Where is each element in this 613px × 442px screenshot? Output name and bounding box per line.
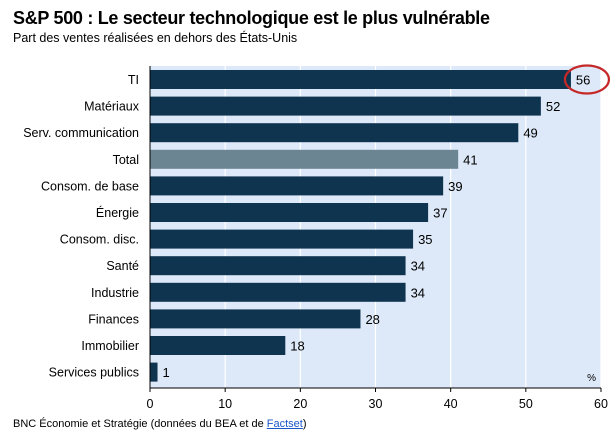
value-label: 52 [546, 99, 560, 114]
value-label: 34 [411, 285, 425, 300]
value-label: 49 [523, 126, 537, 141]
value-label: 39 [448, 179, 462, 194]
bar [150, 149, 459, 169]
value-label: 56 [576, 73, 590, 88]
category-label: Santé [106, 259, 139, 273]
bar [150, 282, 406, 302]
category-label: Énergie [96, 205, 139, 220]
bar [150, 96, 541, 116]
bar [150, 336, 286, 355]
category-label: Immobilier [81, 339, 139, 353]
unit-label: % [587, 373, 596, 384]
value-label: 35 [418, 232, 432, 247]
bar [150, 309, 361, 329]
value-label: 28 [365, 312, 379, 327]
x-tick-label: 60 [594, 397, 608, 411]
factset-link[interactable]: Factset [266, 418, 303, 430]
value-label: 41 [463, 152, 477, 167]
category-label: Finances [88, 312, 139, 326]
x-tick-label: 50 [519, 397, 533, 411]
x-tick-label: 0 [147, 397, 154, 411]
bar [150, 362, 158, 382]
bar [150, 203, 429, 222]
category-label: Total [113, 153, 139, 167]
category-label: Consom. de base [41, 179, 139, 193]
x-tick-label: 10 [218, 397, 232, 411]
value-label: 34 [411, 259, 425, 274]
x-tick-label: 40 [444, 397, 458, 411]
category-label: Consom. disc. [60, 233, 139, 247]
bar [150, 229, 414, 249]
chart-title: S&P 500 : Le secteur technologique est l… [13, 8, 490, 28]
bar [150, 176, 444, 196]
value-label: 37 [433, 206, 447, 221]
category-label: Industrie [91, 286, 139, 300]
bar [150, 256, 406, 276]
category-label: Serv. communication [23, 126, 139, 140]
source-close: ) [302, 418, 307, 430]
category-label: Services publics [49, 366, 139, 380]
bar [150, 70, 571, 89]
category-label: TI [128, 73, 139, 87]
source-text: BNC Économie et Stratégie (données du BE… [13, 418, 267, 430]
value-label: 1 [163, 365, 170, 380]
x-tick-label: 30 [369, 397, 383, 411]
bar [150, 123, 519, 143]
value-label: 18 [290, 339, 304, 354]
x-tick-label: 20 [293, 397, 307, 411]
chart-subtitle: Part des ventes réalisées en dehors des … [13, 31, 298, 45]
highlight-circle [563, 64, 611, 95]
category-label: Matériaux [84, 100, 140, 114]
source-note: BNC Économie et Stratégie (données du BE… [13, 418, 307, 430]
